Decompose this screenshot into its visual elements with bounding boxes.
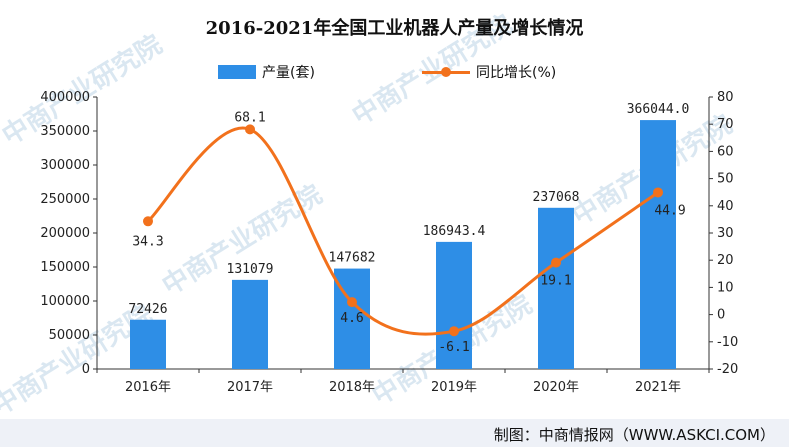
- bar-data-label: 147682: [329, 251, 376, 266]
- bar-production: [232, 279, 268, 369]
- growth-data-label: 68.1: [234, 110, 265, 125]
- growth-data-label: 19.1: [540, 274, 571, 289]
- y-right-tick-label: 0: [717, 308, 725, 323]
- y-right-tick-label: 80: [717, 90, 734, 105]
- y-right-tick-label: 20: [717, 253, 734, 268]
- bar-data-label: 366044.0: [627, 102, 690, 117]
- chart-title: 2016-2021年全国工业机器人产量及增长情况: [205, 18, 584, 39]
- y-left-tick-label: 350000: [40, 124, 90, 139]
- y-left-tick-label: 0: [82, 362, 90, 377]
- x-tick-label: 2016年: [125, 380, 171, 395]
- x-tick-label: 2021年: [635, 380, 681, 395]
- y-right-tick-label: -20: [717, 362, 738, 377]
- bar-production: [640, 120, 676, 369]
- legend-item-growth: 同比增长(%): [422, 62, 556, 82]
- legend-item-production: 产量(套): [218, 62, 315, 82]
- x-tick-label: 2020年: [533, 380, 579, 395]
- growth-point: [551, 257, 561, 268]
- legend-label-growth: 同比增长(%): [476, 65, 557, 81]
- growth-point: [347, 297, 357, 308]
- bar-data-label: 131079: [227, 262, 274, 277]
- x-tick-label: 2017年: [227, 380, 273, 395]
- growth-point: [449, 326, 459, 337]
- bar-production: [130, 319, 166, 369]
- x-tick-label: 2019年: [431, 380, 477, 395]
- legend-label-production: 产量(套): [262, 65, 315, 81]
- y-left-tick-label: 150000: [40, 260, 90, 275]
- y-right-tick-label: 70: [717, 117, 734, 132]
- legend: 产量(套) 同比增长(%): [0, 62, 789, 84]
- y-left-tick-label: 400000: [40, 90, 90, 105]
- y-left-tick-label: 300000: [40, 158, 90, 173]
- y-right-tick-label: 30: [717, 226, 734, 241]
- y-right-tick-label: 50: [717, 172, 734, 187]
- footer-bar: 制图：中商情报网（WWW.ASKCI.COM）: [0, 419, 789, 447]
- y-left-tick-label: 200000: [40, 226, 90, 241]
- growth-data-label: 44.9: [654, 203, 685, 218]
- y-right-tick-label: 10: [717, 280, 734, 295]
- y-right-tick-label: -10: [717, 335, 738, 350]
- legend-line-swatch: [422, 65, 470, 79]
- bar-data-label: 72426: [128, 302, 167, 317]
- bar-production: [436, 241, 472, 369]
- y-right-tick-label: 40: [717, 199, 734, 214]
- bar-data-label: 237068: [533, 190, 580, 205]
- growth-point: [245, 124, 255, 135]
- growth-line: [146, 126, 659, 336]
- footer-credit: 制图：中商情报网（WWW.ASKCI.COM）: [493, 426, 775, 444]
- legend-bar-swatch: [218, 65, 256, 79]
- growth-point: [143, 216, 153, 227]
- y-left-tick-label: 100000: [40, 294, 90, 309]
- y-left-tick-label: 50000: [49, 328, 90, 343]
- growth-data-label: -6.1: [438, 340, 469, 355]
- growth-point: [653, 187, 663, 198]
- y-left-tick-label: 250000: [40, 192, 90, 207]
- bar-production: [538, 207, 574, 369]
- bar-data-label: 186943.4: [423, 224, 486, 239]
- growth-data-label: 34.3: [132, 234, 163, 249]
- growth-data-label: 4.6: [340, 311, 363, 326]
- x-tick-label: 2018年: [329, 380, 375, 395]
- y-right-tick-label: 60: [717, 144, 734, 159]
